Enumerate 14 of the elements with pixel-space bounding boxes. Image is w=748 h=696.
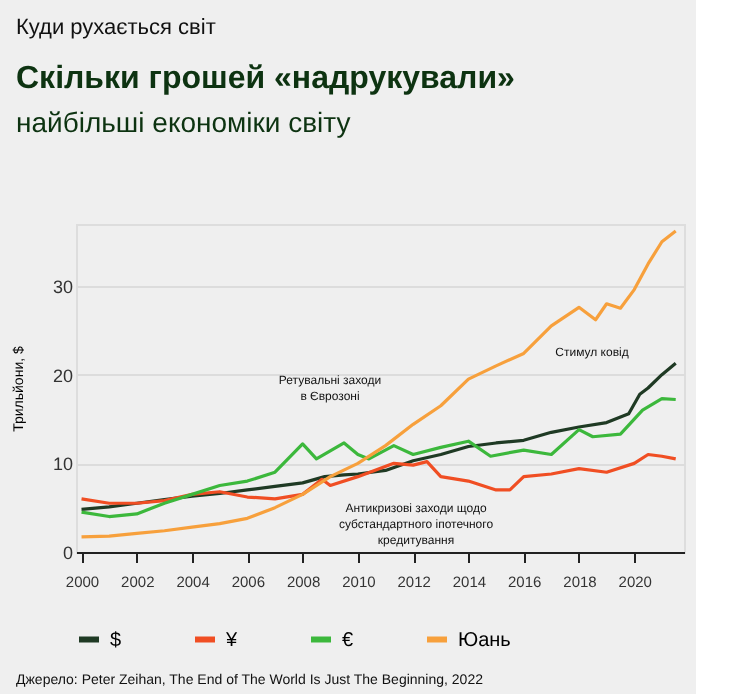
line-series (79, 229, 678, 539)
y-tick-label: 30 (52, 277, 73, 298)
chart-subtitle: найбільші економіки світу (16, 106, 351, 138)
legend-label: ¥ (224, 629, 238, 652)
y-tick-label: 20 (52, 365, 73, 386)
y-tick-label: 0 (62, 543, 73, 563)
legend-label: Юань (458, 629, 511, 652)
legend-label: $ (110, 629, 122, 652)
line-series (79, 361, 678, 512)
line-series (79, 452, 678, 505)
legend-label: € (342, 629, 354, 652)
chart-title: Скільки грошей «надрукували» (16, 62, 516, 96)
text: Куди рухається світ (16, 16, 216, 40)
y-tick-label: 10 (52, 454, 73, 475)
